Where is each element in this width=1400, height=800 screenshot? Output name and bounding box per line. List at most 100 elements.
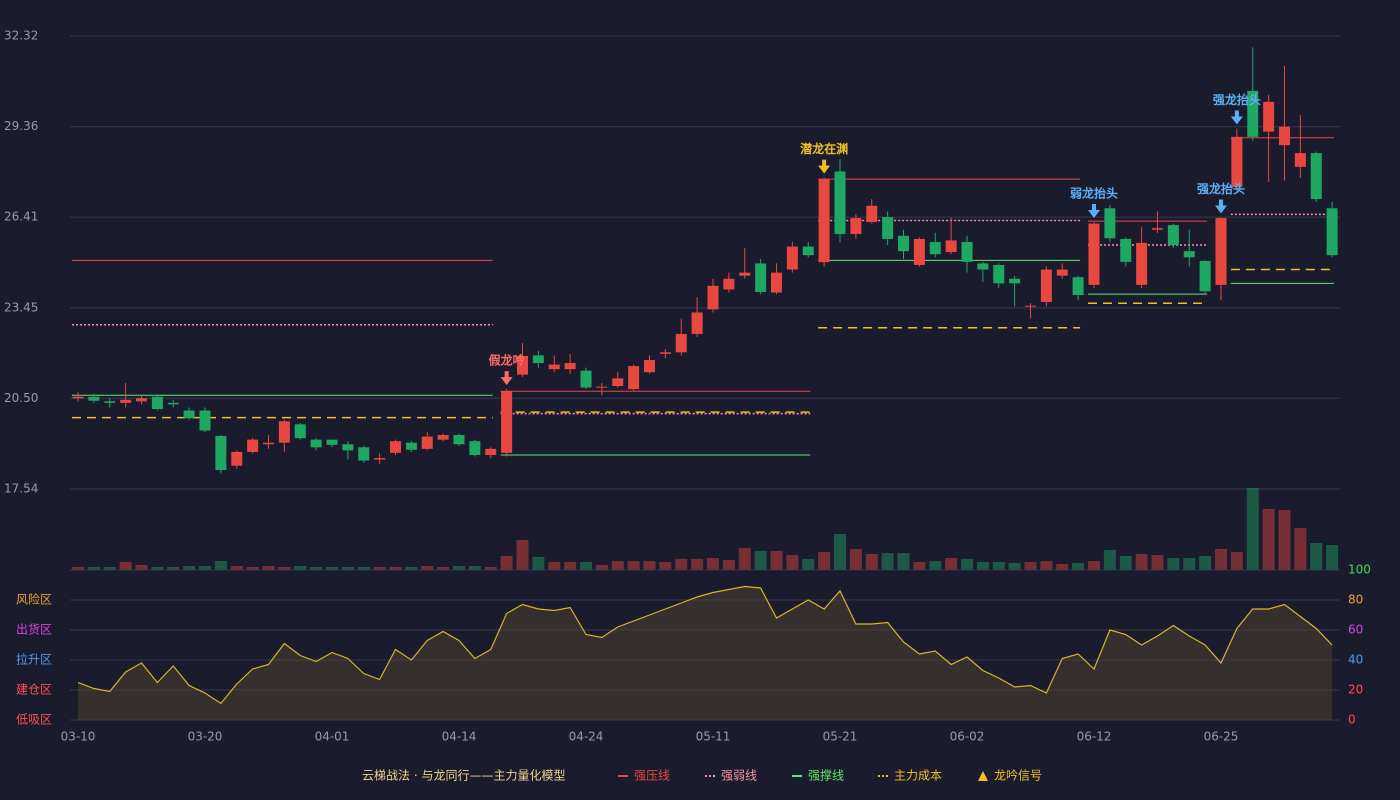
candle-body	[151, 396, 163, 410]
candle-body	[1215, 218, 1227, 285]
volume-bar	[913, 562, 926, 570]
candle-body	[850, 218, 862, 234]
candle-body	[326, 439, 338, 445]
candle-body	[771, 272, 782, 293]
candle-body	[675, 333, 687, 353]
volume-bar	[230, 566, 243, 570]
candle-body	[294, 424, 306, 439]
candle-body	[786, 246, 798, 270]
volume-bar	[1246, 488, 1259, 570]
volume-bar	[738, 548, 751, 570]
volume-bar	[246, 567, 259, 570]
zone-label: 低吸区	[16, 713, 52, 727]
y-tick-label: 23.45	[4, 300, 38, 314]
x-tick-label: 06-02	[950, 730, 985, 744]
candle-body	[1040, 269, 1052, 303]
candle-body	[88, 396, 100, 401]
volume-bar	[659, 562, 672, 570]
candle-body	[358, 447, 370, 461]
candle-body	[374, 458, 386, 460]
candle-body	[1120, 238, 1132, 262]
volume-bar	[961, 559, 973, 570]
y2-tick-label: 20	[1348, 683, 1363, 697]
candle-body	[517, 355, 528, 375]
volume-bar	[707, 558, 719, 570]
candle-body	[72, 396, 84, 399]
volume-bar	[881, 553, 894, 570]
volume-bar	[119, 562, 132, 570]
candle-body	[1199, 260, 1211, 292]
volume-bar	[500, 556, 513, 570]
zone-label: 拉升区	[16, 652, 52, 667]
candle-body	[1183, 251, 1195, 258]
signal-arrow	[1230, 110, 1243, 125]
volume-bar	[865, 554, 878, 570]
y-tick-label: 26.41	[4, 210, 38, 224]
candle-body	[167, 402, 179, 405]
candle-body	[247, 439, 259, 452]
volume-bar	[1215, 549, 1227, 570]
candle-body	[898, 235, 909, 252]
signal-arrow	[1088, 204, 1100, 219]
candle-body	[945, 240, 957, 253]
y-tick-label: 29.36	[4, 119, 38, 133]
candle-body	[1025, 305, 1036, 307]
candle-body	[1326, 208, 1338, 256]
x-tick-label: 06-12	[1077, 730, 1112, 744]
volume-bar	[1199, 556, 1212, 570]
candle-body	[104, 401, 116, 403]
candle-body	[548, 364, 560, 370]
candle-body	[183, 410, 195, 419]
volume-bar	[849, 549, 862, 570]
candle-body	[818, 179, 830, 263]
candle-body	[469, 441, 481, 455]
x-tick-label: 05-21	[823, 730, 858, 744]
candle-body	[929, 241, 941, 255]
candle-body	[1294, 153, 1306, 167]
volume-bar	[199, 566, 211, 570]
volume-bar	[976, 562, 989, 570]
candle-body	[1056, 269, 1068, 276]
candle-body	[580, 370, 592, 388]
x-tick-label: 05-11	[696, 730, 731, 744]
candle-body	[1152, 228, 1163, 230]
volume-bar	[373, 567, 386, 570]
x-tick-label: 04-01	[315, 730, 350, 744]
candle-body	[659, 352, 671, 354]
candle-body	[437, 435, 449, 440]
volume-bar	[802, 559, 815, 570]
candle-body	[136, 398, 147, 402]
volume-bar	[1230, 552, 1243, 570]
candle-body	[310, 439, 322, 448]
candle-body	[263, 442, 274, 445]
candle-body	[961, 241, 973, 262]
candle-body	[739, 272, 751, 276]
volume-bar	[103, 567, 116, 570]
candle-body	[405, 442, 417, 450]
candle-body	[1231, 136, 1243, 188]
x-tick-label: 04-24	[569, 730, 604, 744]
candle-body	[882, 217, 894, 239]
volume-bar	[278, 567, 291, 570]
signal-arrow	[500, 371, 513, 386]
x-tick-label: 03-10	[61, 730, 96, 744]
candle-body	[501, 391, 513, 453]
zone-label: 建仓区	[16, 683, 52, 697]
candle-body	[120, 399, 132, 403]
volume-bar	[897, 553, 910, 570]
y2-tick-label: 40	[1348, 653, 1363, 667]
indicator-line	[77, 585, 1333, 705]
volume-bar	[1326, 545, 1339, 570]
y-tick-label: 32.32	[4, 29, 38, 43]
candle-body	[215, 435, 227, 470]
volume-bar	[691, 559, 704, 570]
volume-bar	[818, 552, 831, 570]
volume-bar	[484, 567, 497, 570]
candle-body	[564, 363, 576, 370]
legend-title: 云梯战法 · 与龙同行——主力量化模型	[362, 769, 565, 783]
y2-tick-label: 80	[1348, 593, 1363, 607]
volume-bar	[945, 558, 958, 570]
volume-bar	[1024, 562, 1037, 570]
